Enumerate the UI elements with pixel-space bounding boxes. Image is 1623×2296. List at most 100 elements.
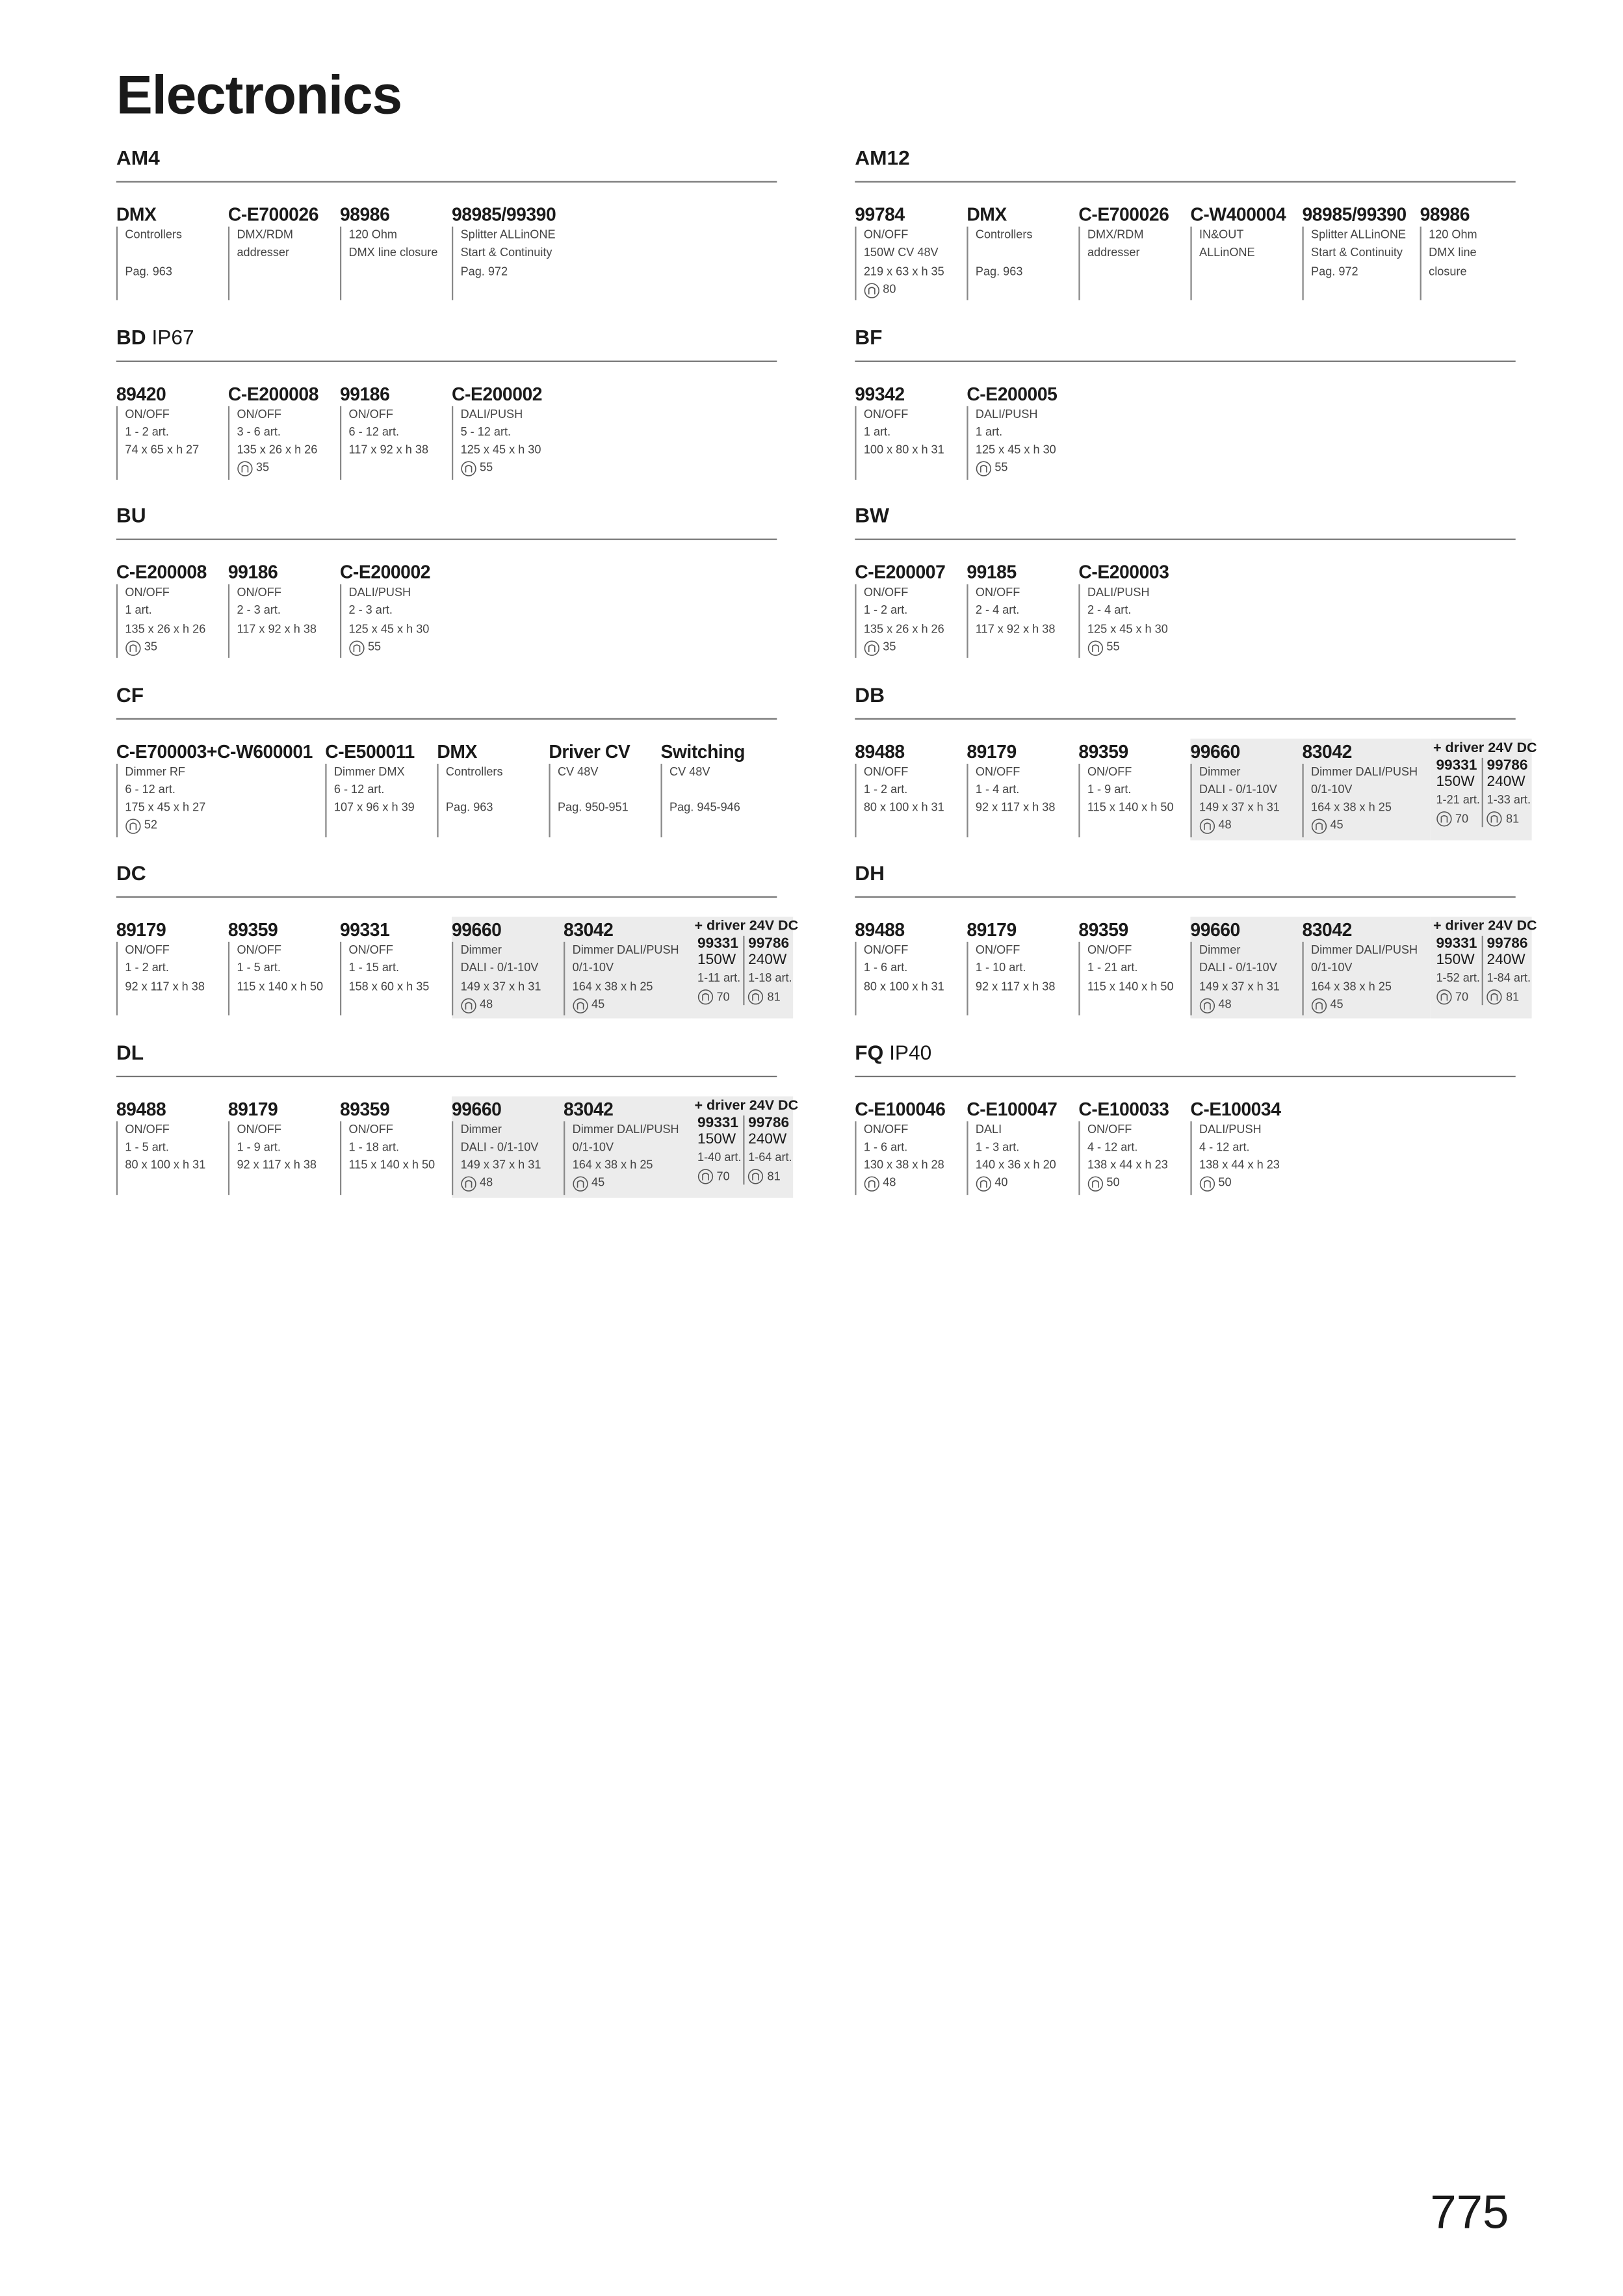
product-code: 89359 xyxy=(227,919,278,941)
desc-line: 135 x 26 x h 26 xyxy=(863,621,944,636)
ip-rating: 81 xyxy=(748,989,793,1005)
driver-code: 99331 xyxy=(697,1114,739,1131)
ip-icon xyxy=(1436,811,1452,826)
desc-line: 0/1-10V xyxy=(572,1140,614,1154)
desc-line: ON/OFF xyxy=(975,764,1020,778)
product-code: C-E100046 xyxy=(855,1098,946,1119)
product: 89488 ON/OFF 1 - 2 art. 80 x 100 x h 31 xyxy=(855,738,967,839)
product-row: 99784 ON/OFF 150W CV 48V 219 x 63 x h 35 80 D… xyxy=(855,202,1515,303)
desc-line: DALI/PUSH xyxy=(460,406,523,421)
product: DMX Controllers Pag. 963 xyxy=(437,738,549,839)
desc-line: ALLinONE xyxy=(1199,246,1255,260)
product-code: 99660 xyxy=(1190,919,1240,941)
section: BU C-E200008 ON/OFF 1 art. 135 x 26 x h 26 35… xyxy=(116,503,777,660)
desc-line: ON/OFF xyxy=(1087,764,1132,778)
section-header: FQ IP40 xyxy=(855,1039,1516,1076)
section-name: DL xyxy=(116,1039,144,1063)
desc-line: 115 x 140 x h 50 xyxy=(1087,800,1174,815)
product-desc: Dimmer DALI/PUSH 0/1-10V 164 x 38 x h 25 45 xyxy=(564,941,692,1016)
ip-icon xyxy=(125,818,141,834)
section-header: BW xyxy=(855,503,1516,540)
product: 99660 Dimmer DALI - 0/1-10V 149 x 37 x h 31… xyxy=(1190,738,1303,840)
desc-line: 1 - 3 art. xyxy=(975,1140,1020,1154)
product-code: 83042 xyxy=(564,919,614,941)
desc-line: ON/OFF xyxy=(348,406,393,421)
section-name: FQ xyxy=(855,1039,884,1063)
product-desc: Dimmer DMX 6 - 12 art. 107 x 96 x h 39 xyxy=(325,763,437,837)
desc-line: Controllers xyxy=(125,228,183,242)
driver-code: 99786 xyxy=(748,935,790,952)
product-code: 99784 xyxy=(855,204,905,226)
driver-power: 150W xyxy=(1436,773,1475,790)
product-code: C-E100047 xyxy=(967,1098,1058,1119)
ip-icon xyxy=(1199,997,1215,1013)
product: 83042 Dimmer DALI/PUSH 0/1-10V 164 x 38 x h… xyxy=(564,1095,692,1197)
section-header: CF xyxy=(116,682,777,719)
desc-line: 117 x 92 x h 38 xyxy=(237,621,317,636)
desc-line: 80 x 100 x h 31 xyxy=(863,800,944,815)
driver-power: 240W xyxy=(1487,773,1526,790)
desc-line: ON/OFF xyxy=(1087,943,1132,957)
desc-line: 1 - 5 art. xyxy=(237,961,281,975)
product-code: 89179 xyxy=(967,740,1017,762)
desc-line: Pag. 972 xyxy=(460,264,508,278)
driver-options: 99331 150W 1-40 art. 70 99786 240W 1-64 art. 81 xyxy=(695,1114,794,1184)
section-name: AM4 xyxy=(116,146,160,170)
product: C-W400004 IN&OUT ALLinONE xyxy=(1190,202,1302,303)
desc-line: 1 - 15 art. xyxy=(348,961,400,975)
ip-value: 50 xyxy=(1218,1176,1232,1190)
product-code: 99186 xyxy=(227,562,278,583)
page-ref: Pag. 950-951 xyxy=(557,800,629,815)
desc-line: 125 x 45 x h 30 xyxy=(348,621,430,636)
product: 99784 ON/OFF 150W CV 48V 219 x 63 x h 35 80 xyxy=(855,202,967,303)
desc-line: 1 - 21 art. xyxy=(1087,961,1138,975)
desc-line: Dimmer DALI/PUSH xyxy=(572,943,679,957)
product-desc: ON/OFF 1 - 2 art. 135 x 26 x h 26 35 xyxy=(855,584,967,658)
desc-line: 115 x 140 x h 50 xyxy=(1087,979,1174,993)
product-row: 89420 ON/OFF 1 - 2 art. 74 x 65 x h 27 C-E20… xyxy=(116,380,777,482)
product-row: C-E100046 ON/OFF 1 - 6 art. 130 x 38 x h 28… xyxy=(855,1095,1515,1197)
desc-line: ON/OFF xyxy=(863,585,909,599)
desc-line: DALI - 0/1-10V xyxy=(1199,782,1277,796)
desc-line: 115 x 140 x h 50 xyxy=(348,1158,435,1172)
driver-block: + driver 24V DC 99331 150W 1-40 art. 70 99786… xyxy=(691,1095,798,1197)
section: DH 89488 ON/OFF 1 - 6 art. 80 x 100 x h 31 89… xyxy=(855,861,1537,1019)
ip-rating: 40 xyxy=(976,1175,1078,1193)
product-code: 89179 xyxy=(116,919,166,941)
page-title: Electronics xyxy=(116,64,402,125)
driver-option: 99331 150W 1-21 art. 70 xyxy=(1433,757,1483,826)
desc-line: 125 x 45 x h 30 xyxy=(1087,621,1168,636)
product-code: C-E700003+C-W600001 xyxy=(116,740,313,762)
ip-rating: 70 xyxy=(697,1168,744,1184)
product: C-E100046 ON/OFF 1 - 6 art. 130 x 38 x h 28… xyxy=(855,1095,967,1197)
desc-line: 0/1-10V xyxy=(1311,782,1353,796)
section-name: DC xyxy=(116,861,146,885)
product: 89359 ON/OFF 1 - 5 art. 115 x 140 x h 50 xyxy=(227,917,340,1018)
product-row: C-E700003+C-W600001 Dimmer RF 6 - 12 art. 1… xyxy=(116,738,777,839)
ip-icon xyxy=(1487,989,1503,1005)
ip-value: 35 xyxy=(144,640,158,653)
desc-line: ON/OFF xyxy=(125,1122,170,1136)
product-desc: ON/OFF 2 - 3 art. 117 x 92 x h 38 xyxy=(227,584,340,658)
desc-line: 80 x 100 x h 31 xyxy=(863,979,944,993)
ip-value: 45 xyxy=(591,997,605,1011)
desc-line: 149 x 37 x h 31 xyxy=(1199,979,1280,993)
ip-value: 81 xyxy=(767,1169,781,1182)
section-name: DB xyxy=(855,682,885,706)
ip-rating: 55 xyxy=(976,460,1078,478)
ip-icon xyxy=(573,997,588,1013)
section-name: BD xyxy=(116,324,146,348)
product: 83042 Dimmer DALI/PUSH 0/1-10V 164 x 38 x h… xyxy=(564,917,692,1019)
product: 89179 ON/OFF 1 - 4 art. 92 x 117 x h 38 xyxy=(967,738,1078,839)
ip-rating: 48 xyxy=(1199,996,1302,1014)
ip-icon xyxy=(1487,811,1503,826)
product-desc: DMX/RDM addresser xyxy=(227,226,340,300)
desc-line: 117 x 92 x h 38 xyxy=(975,621,1056,636)
desc-line: ON/OFF xyxy=(863,1122,909,1136)
product-code: C-E700026 xyxy=(227,204,319,226)
desc-line: 1 art. xyxy=(975,424,1003,439)
product-code: C-E100034 xyxy=(1190,1098,1281,1119)
desc-line: DALI/PUSH xyxy=(975,406,1038,421)
product-code: C-E200008 xyxy=(116,562,207,583)
